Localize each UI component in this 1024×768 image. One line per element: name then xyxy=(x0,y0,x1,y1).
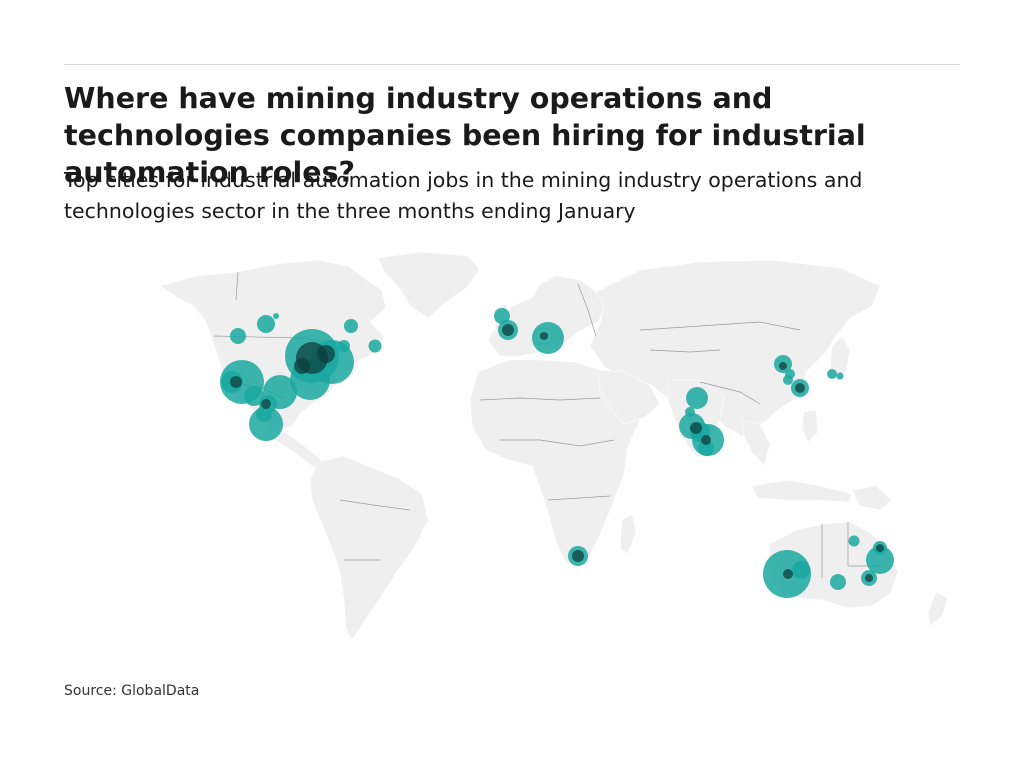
bubble-overlap xyxy=(261,399,271,409)
border-europe-russia xyxy=(577,283,597,337)
border-alaska xyxy=(235,271,239,301)
bubble-overlap xyxy=(779,362,787,370)
bubble xyxy=(783,375,793,385)
bubble xyxy=(257,315,275,333)
bubble xyxy=(230,328,246,344)
land-asia xyxy=(589,259,881,437)
bubble xyxy=(686,387,708,409)
dark-overlap-layer xyxy=(230,324,884,582)
bubble xyxy=(792,561,810,579)
land-se-asia xyxy=(741,419,771,467)
bubble-overlap xyxy=(690,422,702,434)
land-madagascar xyxy=(619,513,637,555)
bubble-overlap xyxy=(876,544,884,552)
bubble-overlap xyxy=(783,569,793,579)
border-africa-south xyxy=(547,495,611,501)
bubble-overlap xyxy=(572,550,584,562)
land-new-zealand xyxy=(927,591,949,627)
land-papua xyxy=(851,485,893,511)
bubble xyxy=(338,340,350,352)
bubble-overlap xyxy=(317,345,335,363)
bubble xyxy=(344,319,358,333)
bubble xyxy=(848,535,860,547)
border-india-china xyxy=(699,381,761,405)
land-layer xyxy=(159,251,949,641)
bubble-overlap xyxy=(540,332,548,340)
bubble xyxy=(830,574,846,590)
border-africa-mid xyxy=(500,439,615,447)
bubble xyxy=(532,322,564,354)
chart-title: Where have mining industry operations an… xyxy=(64,82,866,189)
border-russia-china xyxy=(639,321,801,331)
bubble-overlap xyxy=(230,376,242,388)
bubble xyxy=(244,386,264,406)
land-africa xyxy=(469,359,641,567)
land-philippines xyxy=(801,409,819,443)
bubble xyxy=(836,372,844,380)
border-asia-central xyxy=(649,349,721,353)
bubble xyxy=(698,440,714,456)
land-north-america xyxy=(159,259,387,431)
border-south-america xyxy=(339,499,411,511)
bubble-overlap xyxy=(795,383,805,393)
world-map xyxy=(159,251,949,641)
bubble-overlap xyxy=(502,324,514,336)
land-indonesia xyxy=(751,479,853,503)
land-greenland xyxy=(377,251,481,319)
land-south-america xyxy=(309,455,429,641)
bubble xyxy=(273,313,279,319)
border-africa-north xyxy=(479,397,601,401)
chart-subtitle: Top cities for industrial automation job… xyxy=(64,168,863,223)
bubble xyxy=(494,308,510,324)
bubble-overlap xyxy=(294,358,310,374)
land-arabia xyxy=(597,369,661,425)
bubble xyxy=(866,546,894,574)
bubble xyxy=(368,339,382,353)
bubble xyxy=(827,369,837,379)
bubble-overlap xyxy=(701,435,711,445)
bubble xyxy=(256,406,272,422)
bubble-overlap xyxy=(865,574,873,582)
top-divider xyxy=(64,64,960,65)
source-note: Source: GlobalData xyxy=(64,683,200,699)
